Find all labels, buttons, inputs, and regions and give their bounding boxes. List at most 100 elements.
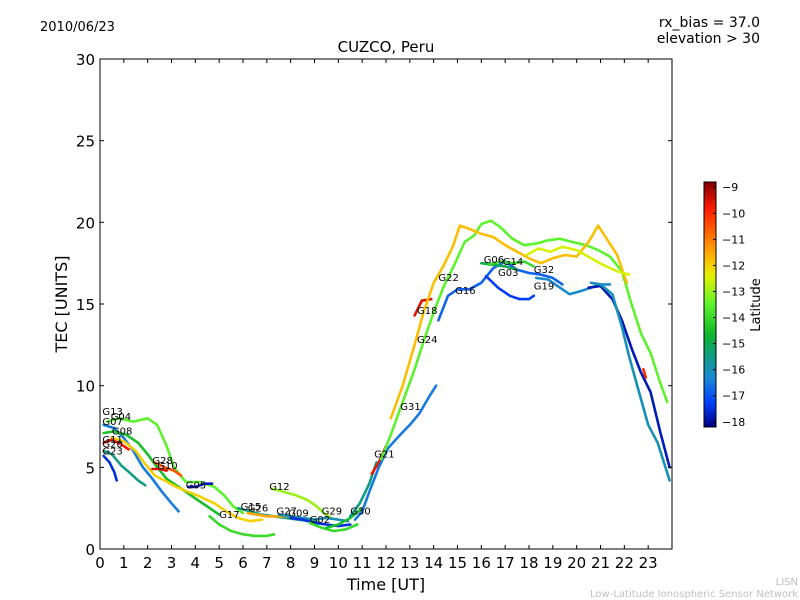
series-line-g08	[110, 436, 264, 523]
y-tick-label: 15	[76, 296, 95, 314]
chart-title: CUZCO, Peru	[338, 38, 435, 56]
y-axis-label: TEC [UNITS]	[52, 256, 71, 354]
x-tick-label: 10	[329, 554, 348, 572]
series-line-g03	[484, 274, 536, 301]
series-line-g17	[208, 514, 276, 538]
colorbar-tick-label: −14	[722, 312, 745, 325]
x-tick-label: 8	[286, 554, 296, 572]
x-tick-label: 17	[496, 554, 515, 572]
prn-label-g10: G10	[157, 461, 177, 472]
series-line-g23	[102, 454, 118, 482]
prn-label-g30: G30	[350, 507, 370, 518]
prn-label-g13: G13	[102, 407, 122, 418]
series-line-g06	[479, 261, 519, 272]
x-tick-label: 18	[519, 554, 538, 572]
colorbar-tick-label: −9	[722, 181, 738, 194]
prn-label-g04: G04	[111, 412, 131, 423]
x-tick-label: 20	[567, 554, 586, 572]
x-tick-label: 15	[448, 554, 467, 572]
x-axis-label: Time [UT]	[346, 575, 425, 594]
series-line-g10	[151, 467, 168, 472]
prn-label-g17: G17	[219, 510, 239, 521]
prn-label-g07: G07	[102, 417, 122, 428]
elevation-label: elevation > 30	[657, 31, 760, 47]
x-tick-label: 9	[310, 554, 320, 572]
footer-network: Low-Latitude Ionospheric Sensor Network	[590, 589, 798, 600]
colorbar-tick-label: −18	[722, 416, 745, 429]
prn-label-g27: G27	[276, 507, 296, 518]
series-line-g22	[389, 224, 629, 420]
prn-label-g06: G06	[484, 255, 504, 266]
x-tick-label: 4	[191, 554, 201, 572]
prn-label-g24: G24	[417, 335, 437, 346]
x-tick-label: 3	[167, 554, 177, 572]
x-tick-label: 7	[262, 554, 272, 572]
x-tick-label: 22	[615, 554, 634, 572]
label-layer: G13G04G07G08G11G20G23G28G10G05G17G15G26G…	[102, 255, 554, 526]
y-axis: 0 5 10 15 20 25 30	[76, 51, 672, 559]
colorbar-ticks: −9 −10 −11 −12 −13 −14 −15 −16 −17 −18	[713, 181, 745, 429]
series-line-g09	[289, 516, 352, 528]
x-tick-label: 0	[95, 554, 105, 572]
series-line-g04	[105, 416, 245, 515]
series-line-unnamed-30	[587, 284, 671, 469]
prn-label-g20: G20	[102, 440, 122, 451]
colorbar-tick-label: −13	[722, 285, 745, 298]
series-layer	[102, 219, 671, 538]
colorbar-tick-label: −11	[722, 233, 745, 246]
rx-bias-label: rx_bias = 37.0	[659, 15, 760, 31]
x-tick-label: 19	[543, 554, 562, 572]
series-line-g31	[353, 384, 438, 521]
series-line-g28	[153, 461, 183, 477]
x-tick-label: 23	[639, 554, 658, 572]
prn-label-g03: G03	[498, 268, 518, 279]
y-tick-label: 5	[85, 459, 95, 477]
series-line-g27	[277, 513, 350, 523]
prn-label-g23: G23	[102, 446, 122, 457]
series-line-g14	[487, 260, 536, 268]
y-tick-label: 25	[76, 133, 95, 151]
y-tick-label: 0	[85, 541, 95, 559]
prn-label-g22: G22	[438, 273, 458, 284]
plot-area	[99, 58, 673, 550]
prn-label-g08: G08	[112, 427, 132, 438]
colorbar	[703, 181, 717, 428]
prn-label-g18: G18	[417, 306, 437, 317]
series-line-g24	[379, 219, 669, 461]
x-tick-label: 13	[400, 554, 419, 572]
footer-lisn: LISN	[776, 577, 798, 588]
colorbar-label: Latitude	[749, 278, 764, 332]
x-tick-label: 12	[376, 554, 395, 572]
series-line-g11	[102, 438, 130, 451]
y-tick-label: 30	[76, 51, 95, 69]
colorbar-tick-label: −15	[722, 338, 745, 351]
x-tick-label: 14	[424, 554, 443, 572]
x-tick-label: 21	[591, 554, 610, 572]
x-tick-label: 6	[238, 554, 248, 572]
y-tick-label: 20	[76, 214, 95, 232]
series-line-g20	[102, 449, 147, 487]
x-tick-label: 5	[214, 554, 224, 572]
prn-label-g31: G31	[400, 402, 420, 413]
series-line-unnamed-32	[642, 367, 648, 379]
series-line-g07	[102, 430, 221, 517]
prn-label-g21: G21	[374, 450, 394, 461]
prn-label-g32: G32	[534, 265, 554, 276]
colorbar-tick-label: −16	[722, 364, 745, 377]
series-line-g05	[186, 482, 214, 489]
x-tick-label: 16	[472, 554, 491, 572]
series-line-unnamed-31	[589, 281, 671, 482]
prn-label-g19: G19	[534, 281, 554, 292]
x-tick-label: 11	[353, 554, 372, 572]
x-axis: 0 1 2 3 4 5 6 7 8 9 10 11 12 13 14 15 16 17 18 19 20 21 22 23	[95, 59, 658, 572]
colorbar-tick-label: −17	[722, 390, 745, 403]
prn-label-g26: G26	[248, 503, 268, 514]
prn-label-g16: G16	[455, 286, 475, 297]
series-line-g29	[325, 506, 364, 530]
date-label: 2010/06/23	[40, 20, 115, 35]
prn-label-g05: G05	[186, 481, 206, 492]
series-line-g12	[270, 487, 333, 520]
y-tick-label: 10	[76, 378, 95, 396]
colorbar-tick-label: −10	[722, 207, 745, 220]
